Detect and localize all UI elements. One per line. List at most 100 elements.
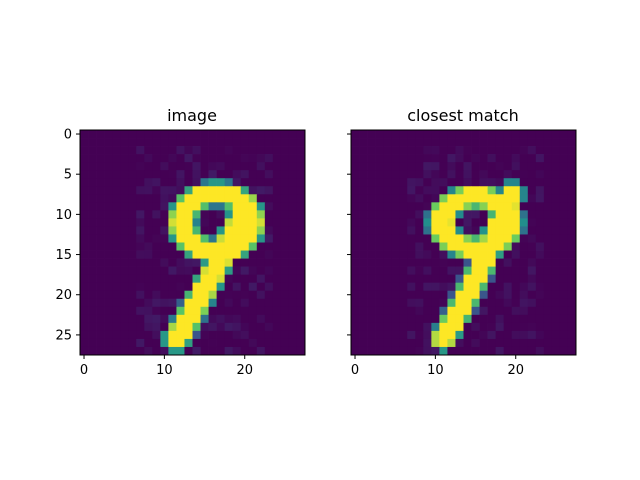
heatmap-cell: [208, 210, 217, 219]
heatmap-cell: [104, 146, 113, 155]
heatmap-cell: [240, 290, 250, 300]
heatmap-cell: [144, 290, 153, 300]
heatmap-cell: [367, 274, 376, 284]
heatmap-cell: [495, 170, 505, 179]
heatmap-cell: [192, 346, 201, 356]
heatmap-cell: [248, 170, 258, 179]
heatmap-cell: [375, 210, 384, 219]
heatmap-cell: [455, 186, 464, 195]
heatmap-cell: [527, 242, 537, 251]
heatmap-cell: [104, 290, 113, 300]
heatmap-cell: [160, 210, 169, 219]
heatmap-cell: [120, 274, 129, 284]
heatmap-cell: [383, 146, 392, 155]
heatmap-cell: [463, 266, 472, 275]
heatmap-cell: [280, 250, 290, 259]
heatmap-cell: [264, 266, 274, 275]
heatmap-cell: [232, 314, 242, 324]
heatmap-cell: [256, 202, 266, 211]
heatmap-cell: [248, 138, 258, 147]
heatmap-cell: [200, 146, 209, 155]
heatmap-cell: [487, 170, 496, 179]
heatmap-cell: [359, 298, 368, 308]
heatmap-cell: [80, 234, 89, 243]
heatmap-cell: [543, 202, 553, 211]
x-tick-label: 20: [236, 363, 253, 378]
heatmap-cell: [359, 210, 368, 219]
heatmap-cell: [200, 154, 209, 163]
heatmap-cell: [391, 282, 400, 292]
heatmap-cell: [479, 306, 488, 316]
heatmap-cell: [272, 258, 282, 267]
heatmap-cell: [367, 202, 376, 211]
heatmap-cell: [256, 290, 266, 300]
heatmap-cell: [367, 162, 376, 171]
heatmap-cell: [351, 290, 360, 300]
heatmap-cell: [503, 178, 513, 187]
heatmap-cell: [455, 250, 464, 259]
heatmap-cell: [184, 242, 193, 251]
heatmap-cell: [383, 250, 392, 259]
heatmap-cell: [479, 266, 488, 275]
heatmap-cell: [240, 298, 250, 308]
heatmap-cell: [264, 154, 274, 163]
heatmap-cell: [104, 242, 113, 251]
heatmap-cell: [431, 306, 440, 316]
heatmap-cell: [495, 306, 505, 316]
heatmap-cell: [383, 306, 392, 316]
heatmap-cell: [567, 322, 577, 332]
heatmap-cell: [96, 218, 105, 227]
heatmap-cell: [288, 274, 298, 284]
heatmap-cell: [104, 274, 113, 284]
heatmap-cell: [495, 178, 505, 187]
heatmap-cell: [447, 330, 456, 340]
heatmap-cell: [559, 210, 569, 219]
heatmap-cell: [112, 234, 121, 243]
heatmap-cell: [535, 218, 545, 227]
heatmap-cell: [535, 322, 545, 332]
heatmap-cell: [288, 210, 298, 219]
heatmap-cell: [439, 146, 448, 155]
heatmap-cell: [80, 170, 89, 179]
heatmap-cell: [559, 194, 569, 203]
heatmap-cell: [144, 178, 153, 187]
heatmap-cell: [104, 346, 113, 356]
heatmap-cell: [375, 298, 384, 308]
heatmap-cell: [184, 282, 193, 292]
heatmap-cell: [567, 258, 577, 267]
heatmap-cell: [351, 322, 360, 332]
heatmap-cell: [232, 274, 242, 284]
heatmap-cell: [407, 338, 416, 348]
heatmap-cell: [423, 234, 432, 243]
heatmap-cell: [567, 250, 577, 259]
heatmap-cell: [176, 154, 185, 163]
heatmap-cell: [495, 226, 505, 235]
heatmap-cell: [256, 242, 266, 251]
heatmap-cell: [551, 346, 561, 356]
heatmap-cell: [567, 314, 577, 324]
heatmap-cell: [447, 194, 456, 203]
heatmap-cell: [216, 298, 225, 308]
heatmap-cell: [495, 154, 505, 163]
heatmap-cell: [232, 298, 242, 308]
heatmap-cell: [256, 330, 266, 340]
heatmap-cell: [240, 282, 250, 292]
heatmap-cell: [535, 146, 545, 155]
heatmap-cell: [104, 282, 113, 292]
heatmap-cell: [296, 330, 306, 340]
heatmap-cell: [503, 338, 513, 348]
heatmap-cell: [144, 234, 153, 243]
heatmap-cell: [487, 266, 496, 275]
heatmap-cell: [96, 330, 105, 340]
x-axis-closest-match: 0 10 20: [351, 355, 524, 378]
heatmap-cell: [455, 194, 464, 203]
heatmap-cell: [439, 242, 448, 251]
heatmap-cell: [543, 322, 553, 332]
heatmap-cell: [136, 282, 145, 292]
heatmap-cell: [567, 298, 577, 308]
heatmap-cell: [471, 338, 480, 348]
heatmap-cell: [264, 234, 274, 243]
heatmap-cell: [192, 282, 201, 292]
heatmap-cell: [120, 338, 129, 348]
